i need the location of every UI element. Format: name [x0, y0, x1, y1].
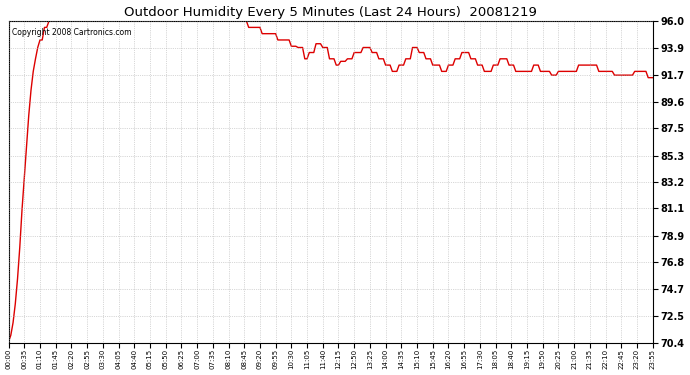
Title: Outdoor Humidity Every 5 Minutes (Last 24 Hours)  20081219: Outdoor Humidity Every 5 Minutes (Last 2… [124, 6, 537, 18]
Text: Copyright 2008 Cartronics.com: Copyright 2008 Cartronics.com [12, 27, 131, 36]
